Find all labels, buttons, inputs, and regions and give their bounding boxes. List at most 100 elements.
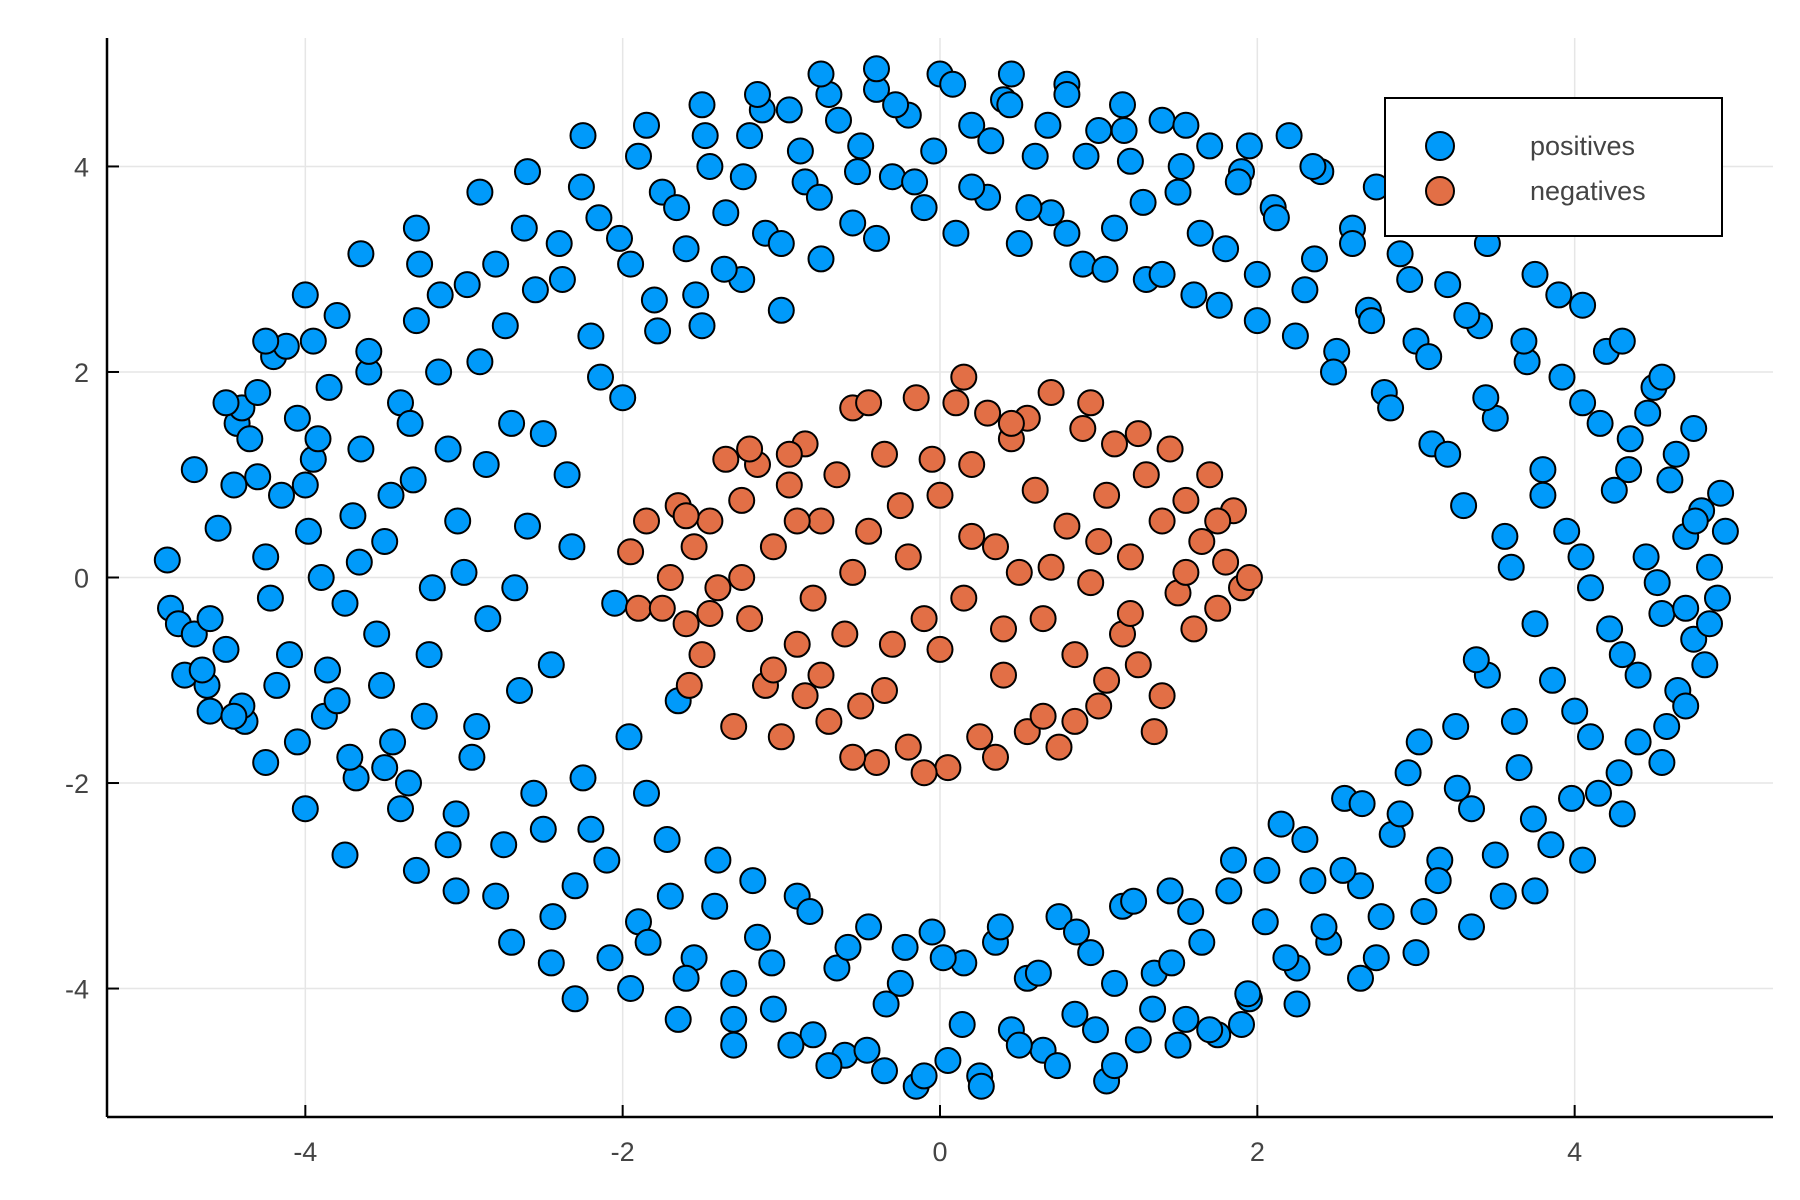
data-point-positives [1648,749,1676,776]
data-point-positives [1453,302,1481,329]
data-point-negatives [728,486,756,514]
data-point-positives [1164,1031,1192,1059]
data-point-positives [942,219,970,247]
data-point-positives [617,250,645,278]
data-point-positives [872,990,900,1018]
data-point-positives [314,656,341,684]
data-point-positives [1648,600,1676,627]
data-point-positives [1569,846,1597,874]
data-point-positives [537,949,565,977]
data-point-positives [315,373,343,401]
data-point-positives [1405,728,1433,756]
data-point-positives [617,975,645,1002]
data-point-negatives [1180,615,1208,643]
data-point-positives [252,543,280,571]
data-point-negatives [1061,641,1089,669]
data-point-positives [1537,831,1565,859]
data-point-positives [204,514,232,542]
data-point-negatives [1148,507,1176,535]
data-point-positives [1529,481,1557,509]
data-point-positives [1481,841,1509,869]
data-point-positives [1386,800,1414,828]
data-point-positives [1672,692,1700,720]
data-point-positives [1434,440,1462,468]
data-point-negatives [783,630,811,658]
data-point-negatives [1140,718,1168,746]
data-point-positives [1215,877,1243,905]
x-tick-label: 0 [932,1137,947,1167]
data-point-negatives [704,574,732,602]
data-point-positives [577,815,605,843]
data-point-positives [153,546,181,574]
data-point-positives [466,178,494,206]
data-point-negatives [1172,486,1200,514]
data-point-positives [640,286,668,314]
data-point-positives [501,574,529,602]
data-point-positives [844,158,871,186]
data-point-positives [1553,517,1581,545]
data-point-positives [252,327,280,355]
data-point-positives [1109,91,1136,119]
data-point-positives [710,255,738,283]
data-point-positives [688,312,716,340]
data-point-positives [672,235,700,263]
data-point-positives [1500,707,1528,735]
data-point-positives [1053,219,1081,247]
data-point-positives [426,281,454,309]
data-point-positives [396,409,424,437]
data-point-positives [1085,117,1113,144]
data-point-positives [355,337,383,365]
data-point-positives [1116,147,1144,175]
data-point-negatives [680,533,708,561]
data-point-positives [948,1011,976,1038]
data-point-negatives [1053,512,1081,540]
data-point-positives [371,754,399,782]
data-point-negatives [712,445,740,473]
data-point-positives [920,137,948,165]
data-point-positives [1600,476,1628,504]
data-point-negatives [1196,461,1224,489]
data-point-positives [871,1057,898,1085]
data-point-positives [307,564,335,591]
data-point-positives [236,425,264,453]
data-point-positives [1164,178,1192,206]
data-point-positives [1596,615,1624,643]
data-point-positives [395,769,422,797]
data-point-positives [664,1005,692,1033]
data-point-positives [1521,610,1549,638]
data-point-positives [1224,168,1252,196]
data-point-positives [482,250,510,278]
data-point-positives [939,70,967,98]
data-point-negatives [1116,543,1144,571]
data-point-positives [853,1036,881,1064]
data-point-positives [1548,363,1576,391]
data-point-negatives [696,507,724,535]
data-point-positives [775,96,803,124]
data-point-positives [609,384,637,412]
data-point-positives [323,302,351,329]
data-point-positives [569,764,597,792]
data-point-positives [196,697,224,725]
y-tick-label: 2 [74,358,89,388]
data-point-positives [339,502,367,530]
y-tick-label: -2 [65,769,89,799]
data-point-positives [1243,307,1271,335]
data-point-positives [1180,281,1208,309]
data-point-positives [1212,235,1240,263]
y-tick-label: -4 [65,975,89,1005]
data-point-positives [1148,260,1176,288]
data-point-positives [514,512,541,540]
data-point-positives [418,574,446,602]
data-point-positives [758,949,786,977]
data-point-positives [886,969,914,997]
data-point-positives [901,168,929,196]
data-point-positives [601,589,629,617]
data-point-positives [1148,106,1176,134]
data-point-positives [929,944,957,972]
data-point-positives [1069,250,1097,278]
data-point-negatives [871,677,898,704]
data-point-positives [402,856,430,884]
data-point-positives [283,404,311,432]
data-point-positives [615,723,643,751]
data-point-positives [656,882,684,910]
